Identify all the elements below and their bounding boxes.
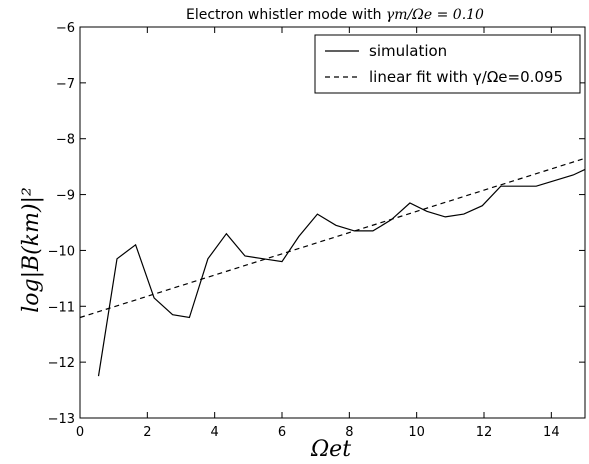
plot-area bbox=[79, 26, 586, 419]
y-tick-label: −6 bbox=[56, 21, 75, 36]
simulation-line bbox=[97, 168, 586, 377]
x-tick-label: 10 bbox=[408, 425, 425, 440]
x-tick-label: 12 bbox=[476, 425, 493, 440]
y-axis-label: log|B(km)|² bbox=[19, 187, 44, 313]
x-tick-label: 8 bbox=[345, 425, 353, 440]
legend-box bbox=[314, 34, 581, 94]
x-axis: 0 2 4 6 8 10 12 14 bbox=[76, 27, 560, 440]
plot-frame bbox=[79, 26, 586, 419]
fit-line bbox=[79, 157, 586, 319]
chart-title-math: γm/Ωe = 0.10 bbox=[386, 7, 484, 23]
y-tick-label: −9 bbox=[56, 189, 75, 204]
x-tick-label: 2 bbox=[143, 425, 151, 440]
legend: simulation linear fit with γ/Ωe=0.095 bbox=[314, 34, 581, 94]
x-tick-label: 0 bbox=[76, 425, 84, 440]
legend-label: linear fit with γ/Ωe=0.095 bbox=[369, 68, 563, 86]
y-tick-label: −7 bbox=[56, 77, 75, 92]
chart-title: Electron whistler mode with γm/Ωe = 0.10 bbox=[186, 7, 484, 23]
chart-title-prefix: Electron whistler mode with bbox=[186, 7, 386, 23]
legend-label: simulation bbox=[369, 42, 447, 60]
x-tick-label: 6 bbox=[278, 425, 286, 440]
y-axis: −13 −12 −11 −10 −9 −8 −7 −6 bbox=[48, 21, 585, 427]
y-tick-label: −12 bbox=[48, 356, 75, 371]
x-tick-label: 14 bbox=[543, 425, 560, 440]
x-axis-label: Ωet bbox=[310, 437, 351, 462]
series-layer bbox=[79, 157, 586, 377]
y-tick-label: −8 bbox=[56, 133, 75, 148]
x-tick-label: 4 bbox=[211, 425, 219, 440]
y-tick-label: −13 bbox=[48, 412, 75, 427]
y-tick-label: −11 bbox=[48, 300, 75, 315]
y-tick-label: −10 bbox=[48, 244, 75, 259]
